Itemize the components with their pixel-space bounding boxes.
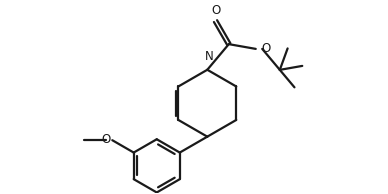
Text: O: O [101,133,111,146]
Text: O: O [262,42,271,55]
Text: N: N [204,50,213,63]
Text: O: O [211,3,220,16]
